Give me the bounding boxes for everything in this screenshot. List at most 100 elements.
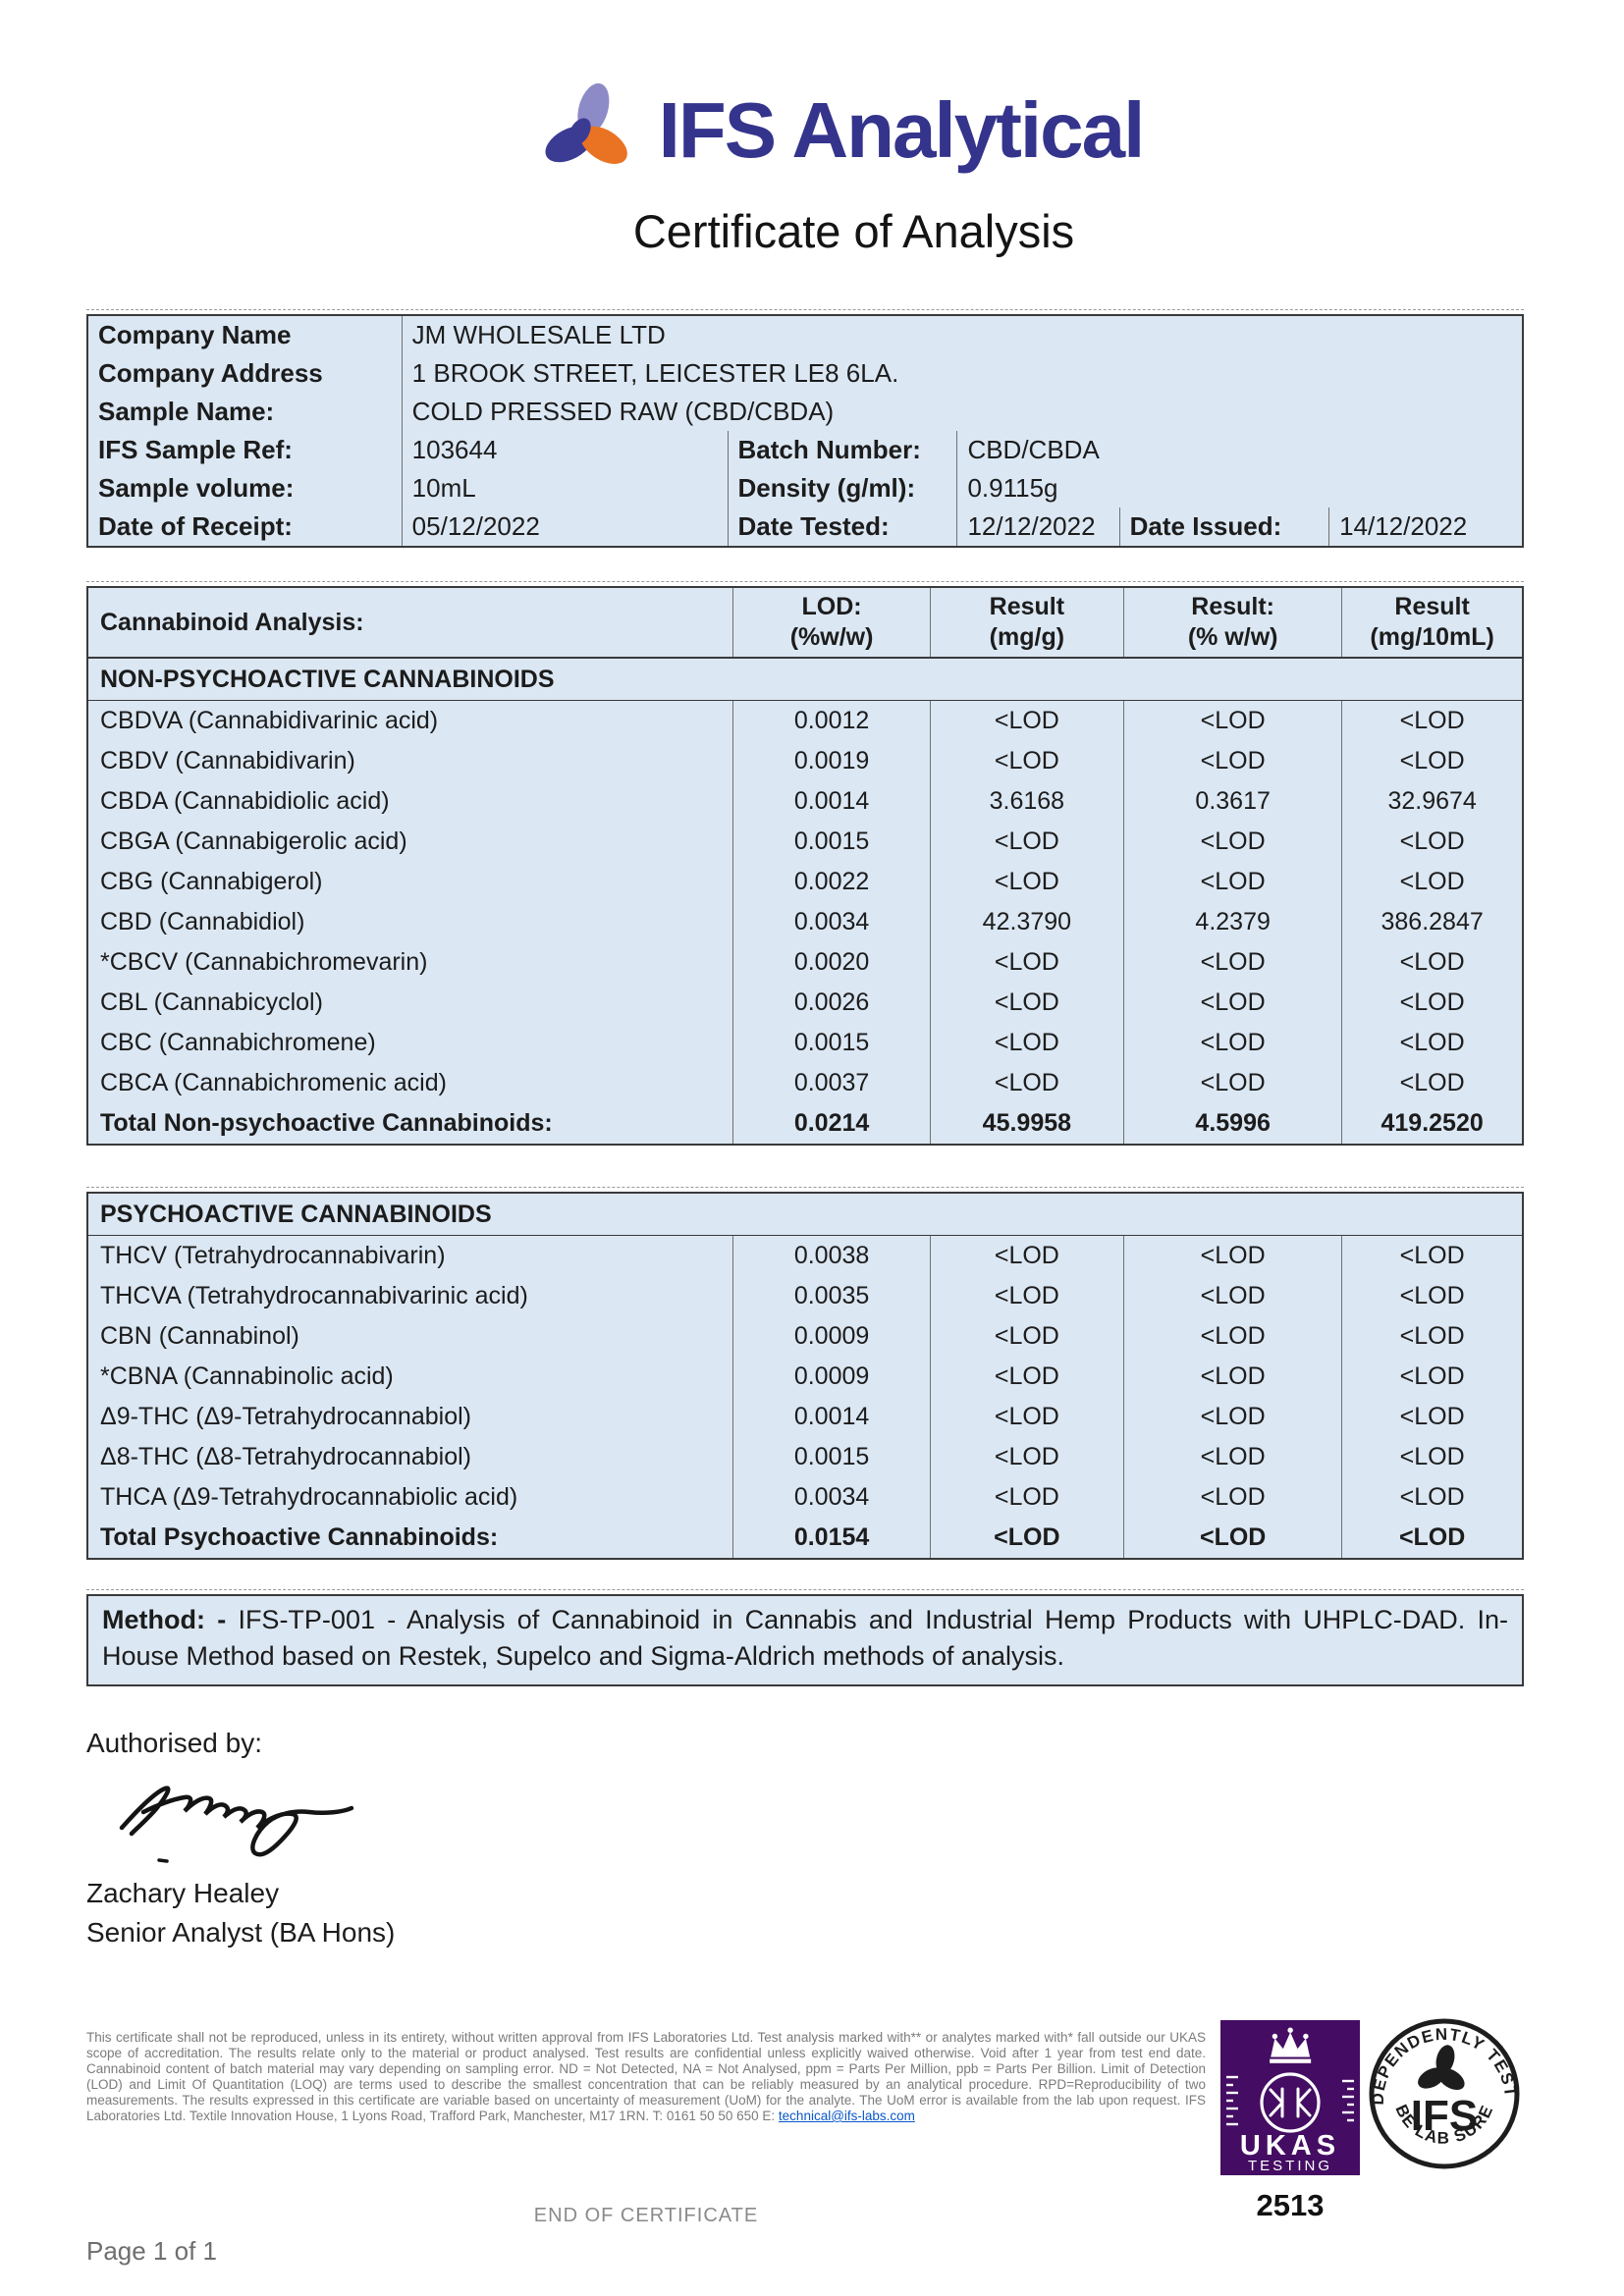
analyte-value: <LOD bbox=[929, 1477, 1124, 1518]
field-value: JM WHOLESALE LTD bbox=[401, 315, 1523, 354]
analyte-value: <LOD bbox=[1123, 1397, 1342, 1437]
analyte-value: 42.3790 bbox=[929, 902, 1124, 942]
analyte-value: <LOD bbox=[929, 1235, 1124, 1276]
fine-print: This certificate shall not be reproduced… bbox=[86, 2030, 1206, 2124]
analyte-name: CBN (Cannabinol) bbox=[100, 1322, 299, 1350]
analyte-name: *CBNA (Cannabinolic acid) bbox=[100, 1362, 394, 1390]
analyte-value: <LOD bbox=[1341, 1357, 1523, 1397]
analyte-value: <LOD bbox=[1123, 1477, 1342, 1518]
ukas-accreditation-number: 2513 bbox=[1256, 2188, 1325, 2222]
analyte-value: <LOD bbox=[1123, 1023, 1342, 1063]
field-label: Date of Receipt: bbox=[98, 511, 293, 541]
analyte-value: 0.0034 bbox=[732, 1477, 931, 1518]
analyte-value: <LOD bbox=[929, 1316, 1124, 1357]
total-value: 45.9958 bbox=[929, 1103, 1124, 1145]
analyte-value: 0.0022 bbox=[732, 862, 931, 902]
analyte-value: 0.0009 bbox=[732, 1316, 931, 1357]
analyte-row: Δ9-THC (Δ9-Tetrahydrocannabiol) 0.0014 <LO… bbox=[87, 1397, 1523, 1437]
analyte-name: THCVA (Tetrahydrocannabivarinic acid) bbox=[100, 1282, 528, 1309]
column-header: Result: (% w/w) bbox=[1123, 587, 1342, 659]
analyte-row: Δ8-THC (Δ8-Tetrahydrocannabiol) 0.0015 <LO… bbox=[87, 1437, 1523, 1477]
analyte-value: <LOD bbox=[1341, 942, 1523, 983]
analyte-value: <LOD bbox=[1123, 1276, 1342, 1316]
column-header-line: Result bbox=[989, 593, 1065, 620]
analyte-value: <LOD bbox=[1341, 1235, 1523, 1276]
ifs-trefoil-logo-icon bbox=[545, 82, 627, 164]
analyte-value: <LOD bbox=[1123, 741, 1342, 781]
total-value: 0.0214 bbox=[732, 1103, 931, 1145]
analyte-value: 0.0037 bbox=[732, 1063, 931, 1103]
analyte-value: 0.0009 bbox=[732, 1357, 931, 1397]
analyte-value: <LOD bbox=[929, 1063, 1124, 1103]
field-label: IFS Sample Ref: bbox=[98, 435, 293, 464]
ukas-acronym: UKAS bbox=[1240, 2130, 1340, 2162]
analyte-value: <LOD bbox=[929, 1357, 1124, 1397]
cannabinoid-analysis-section: Cannabinoid Analysis: LOD: (%w/w) Result (… bbox=[86, 581, 1524, 1146]
column-header: Result (mg/10mL) bbox=[1341, 587, 1523, 659]
analyte-name: THCA (Δ9-Tetrahydrocannabiolic acid) bbox=[100, 1483, 518, 1511]
analyte-name: CBGA (Cannabigerolic acid) bbox=[100, 828, 407, 855]
analyte-row: CBGA (Cannabigerolic acid) 0.0015 <LOD <LOD… bbox=[87, 822, 1523, 862]
analyte-value: <LOD bbox=[1123, 700, 1342, 741]
analyte-value: <LOD bbox=[929, 862, 1124, 902]
psychoactive-table: PSYCHOACTIVE CANNABINOIDS THCV (Tetrahyd… bbox=[86, 1192, 1524, 1560]
analyte-value: <LOD bbox=[1341, 1477, 1523, 1518]
field-label: Batch Number: bbox=[727, 431, 957, 469]
column-header-line: (% w/w) bbox=[1187, 623, 1278, 651]
analyte-row: CBD (Cannabidiol) 0.0034 42.3790 4.2379 386.… bbox=[87, 902, 1523, 942]
non-psychoactive-table: Cannabinoid Analysis: LOD: (%w/w) Result (… bbox=[86, 586, 1524, 1146]
info-row: Company Name JM WHOLESALE LTD bbox=[87, 315, 1523, 354]
analyte-value: <LOD bbox=[1341, 862, 1523, 902]
analyte-value: 0.0015 bbox=[732, 822, 931, 862]
analyte-name: CBDVA (Cannabidivarinic acid) bbox=[100, 707, 439, 734]
analyte-name: CBL (Cannabicyclol) bbox=[100, 988, 323, 1016]
total-value: 4.5996 bbox=[1123, 1103, 1342, 1145]
field-label: Density (g/ml): bbox=[727, 469, 957, 507]
analyte-value: <LOD bbox=[1123, 1235, 1342, 1276]
analyte-value: 3.6168 bbox=[929, 781, 1124, 822]
section-header-row: PSYCHOACTIVE CANNABINOIDS bbox=[87, 1193, 1523, 1236]
analyte-value: <LOD bbox=[929, 942, 1124, 983]
analysis-header-row: Cannabinoid Analysis: LOD: (%w/w) Result (… bbox=[87, 587, 1523, 659]
analyte-name: THCV (Tetrahydrocannabivarin) bbox=[100, 1242, 446, 1269]
analyte-value: 0.0014 bbox=[732, 781, 931, 822]
total-label: Total Non-psychoactive Cannabinoids: bbox=[100, 1109, 553, 1137]
analyte-value: <LOD bbox=[1123, 942, 1342, 983]
analyte-value: <LOD bbox=[1341, 1063, 1523, 1103]
stamp-center-text: IFS bbox=[1411, 2092, 1478, 2140]
analyte-value: 0.0019 bbox=[732, 741, 931, 781]
analyte-value: <LOD bbox=[1123, 983, 1342, 1023]
total-value: <LOD bbox=[929, 1518, 1124, 1559]
analyte-value: <LOD bbox=[929, 983, 1124, 1023]
analyte-value: 0.0015 bbox=[732, 1023, 931, 1063]
field-label: Sample volume: bbox=[98, 473, 295, 503]
total-row: Total Non-psychoactive Cannabinoids: 0.0… bbox=[87, 1103, 1523, 1145]
analyte-value: 386.2847 bbox=[1341, 902, 1523, 942]
stamp-trefoil-icon bbox=[1418, 2045, 1465, 2091]
analyte-row: *CBNA (Cannabinolic acid) 0.0009 <LOD <LOD <… bbox=[87, 1357, 1523, 1397]
analyte-value: <LOD bbox=[1341, 822, 1523, 862]
analyte-value: 32.9674 bbox=[1341, 781, 1523, 822]
analyte-value: <LOD bbox=[1123, 822, 1342, 862]
field-value: 12/12/2022 bbox=[956, 507, 1120, 547]
authorised-by-label: Authorised by: bbox=[86, 1728, 262, 1758]
method-label: Method: - bbox=[102, 1605, 227, 1634]
analyte-value: <LOD bbox=[929, 1397, 1124, 1437]
brand-name: IFS Analytical bbox=[658, 86, 1146, 174]
page-number: Page 1 of 1 bbox=[86, 2236, 217, 2266]
analyte-name: CBD (Cannabidiol) bbox=[100, 908, 305, 935]
section-header-row: NON-PSYCHOACTIVE CANNABINOIDS bbox=[87, 658, 1523, 701]
disclaimer-text: This certificate shall not be reproduced… bbox=[86, 2030, 1206, 2123]
analyte-row: CBDVA (Cannabidivarinic acid) 0.0012 <LOD <… bbox=[87, 700, 1523, 741]
analyte-value: <LOD bbox=[1341, 1397, 1523, 1437]
analyte-value: <LOD bbox=[1341, 983, 1523, 1023]
method-section: Method: - IFS-TP-001 - Analysis of Canna… bbox=[86, 1589, 1524, 1686]
sample-info-section: Company Name JM WHOLESALE LTD Company Ad… bbox=[86, 309, 1524, 548]
total-value: 0.0154 bbox=[732, 1518, 931, 1559]
email-link[interactable]: technical@ifs-labs.com bbox=[778, 2109, 915, 2123]
analyte-value: 0.0012 bbox=[732, 700, 931, 741]
certificate-title: Certificate of Analysis bbox=[632, 205, 1075, 257]
analyte-row: CBDA (Cannabidiolic acid) 0.0014 3.6168 0.3… bbox=[87, 781, 1523, 822]
column-header-line: (mg/g) bbox=[989, 623, 1065, 651]
ukas-testing-logo-icon: UKAS TESTING bbox=[1220, 2020, 1360, 2175]
